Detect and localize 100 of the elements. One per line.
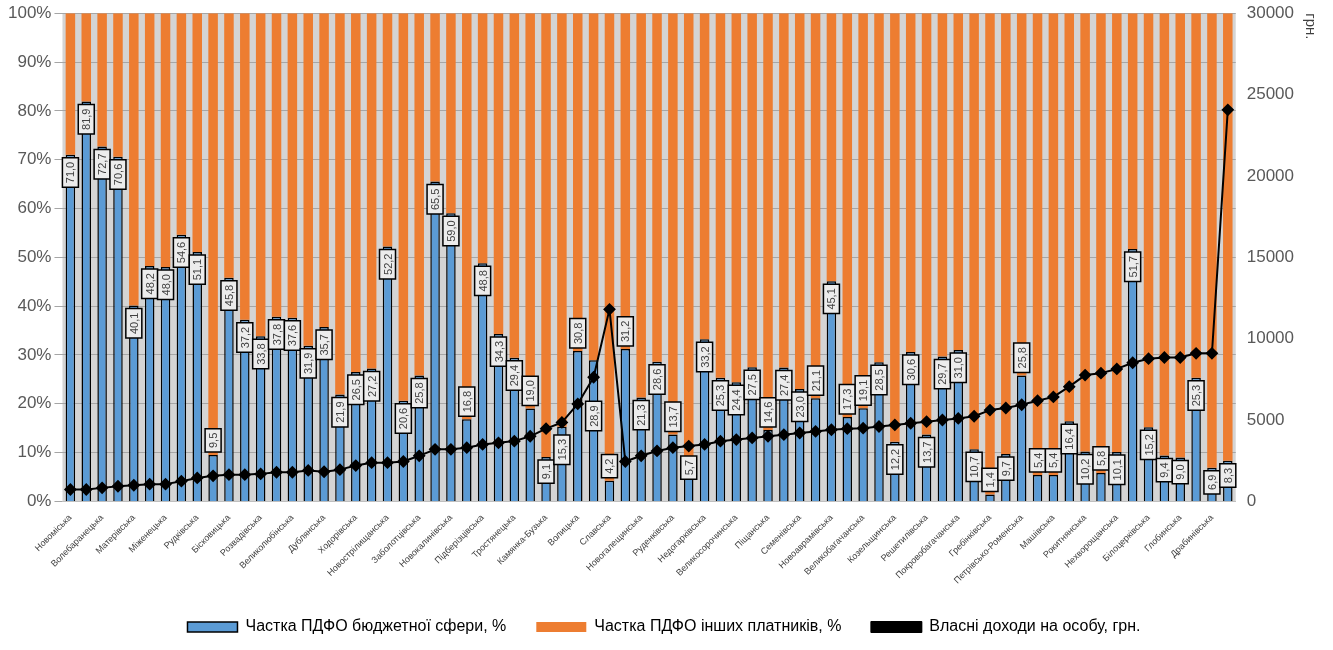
data-label: 28,6: [651, 368, 664, 391]
data-label: 4,2: [603, 458, 616, 474]
data-label: 35,7: [318, 334, 331, 356]
data-label: 40,1: [127, 312, 140, 335]
bar: [477, 13, 488, 264]
bar: [65, 13, 76, 155]
data-label: 10,7: [968, 456, 981, 478]
bar: [398, 13, 409, 401]
bar: [1143, 13, 1154, 428]
bar: [588, 13, 599, 361]
y-tick-label: 70%: [17, 149, 52, 169]
data-label: 21,3: [635, 404, 648, 426]
bar: [414, 13, 424, 376]
data-label: 15,3: [555, 438, 568, 461]
y2-tick-label: 20000: [1246, 165, 1295, 185]
bar: [905, 13, 916, 352]
data-label: 33,2: [698, 346, 711, 368]
bar: [969, 13, 979, 450]
data-label: 9,5: [207, 432, 220, 448]
data-label: 26,5: [349, 379, 362, 401]
y2-tick-label: 10000: [1246, 328, 1295, 348]
y-tick-label: 100%: [8, 2, 52, 22]
y2-tick-label: 15000: [1246, 246, 1295, 266]
bar: [826, 13, 837, 282]
data-label: 1,4: [984, 472, 997, 488]
bar: [1191, 13, 1201, 378]
bar: [255, 13, 266, 337]
bar: [890, 13, 900, 442]
bar: [462, 13, 472, 420]
legend-label: Частка ПДФО інших платників, %: [594, 617, 842, 635]
data-label: 9,1: [540, 463, 553, 480]
data-label: 31,0: [952, 357, 965, 379]
bar: [858, 13, 868, 409]
data-label: 5,7: [682, 459, 695, 476]
data-label: 65,5: [429, 188, 442, 211]
y2-tick-label: 5000: [1246, 409, 1285, 429]
y2-tick-label: 25000: [1246, 84, 1295, 104]
bar: [176, 13, 187, 235]
bar: [1096, 13, 1106, 474]
data-label: 48,2: [143, 273, 156, 295]
bar: [446, 13, 456, 214]
data-label: 9,7: [999, 461, 1012, 477]
bar: [985, 13, 995, 495]
y-tick-label: 80%: [17, 100, 52, 120]
bar: [541, 13, 551, 457]
bar: [240, 13, 250, 320]
bar: [192, 13, 202, 252]
bar: [1207, 13, 1217, 468]
data-label: 16,4: [1063, 428, 1076, 450]
bar: [937, 13, 948, 357]
data-label: 13,7: [920, 441, 933, 463]
data-label: 16,8: [460, 390, 473, 413]
bar: [335, 13, 345, 395]
data-label: 19,1: [857, 379, 870, 402]
data-label: 25,3: [714, 384, 727, 407]
bar: [1127, 13, 1138, 249]
data-label: 51,7: [1126, 255, 1139, 278]
bar: [652, 13, 662, 362]
data-label: 52,2: [381, 253, 394, 275]
data-label: 25,8: [1015, 347, 1028, 369]
y2-tick-label: 0: [1246, 491, 1257, 511]
y-tick-label: 50%: [17, 246, 52, 266]
data-label: 37,2: [238, 326, 251, 349]
data-label: 19,0: [524, 380, 537, 402]
data-label: 20,6: [397, 407, 410, 430]
data-label: 15,2: [1142, 434, 1155, 456]
data-label: 54,6: [175, 241, 188, 264]
data-label: 28,9: [587, 405, 600, 427]
bar: [557, 13, 567, 427]
data-label: 27,5: [746, 374, 759, 396]
data-label: 71,0: [64, 161, 77, 184]
bar: [97, 13, 107, 147]
bar: [1223, 13, 1233, 461]
y-tick-label: 60%: [17, 198, 52, 218]
data-label: 25,3: [1190, 384, 1203, 407]
data-label: 45,1: [825, 288, 838, 310]
data-label: 27,2: [365, 375, 378, 398]
data-label: 48,8: [476, 270, 489, 292]
bar: [113, 13, 123, 157]
data-label: 31,9: [302, 352, 315, 375]
bar: [430, 13, 440, 182]
data-label: 6,9: [1205, 474, 1218, 490]
bar: [1080, 13, 1090, 452]
legend-label: Власні доходи на особу, грн.: [929, 617, 1141, 635]
bar: [731, 13, 742, 383]
data-label: 59,0: [444, 220, 457, 242]
bar: [493, 13, 504, 334]
bar: [525, 13, 535, 409]
bar: [779, 13, 789, 368]
data-label: 9,0: [1174, 464, 1187, 480]
data-label: 34,3: [492, 340, 505, 363]
legend-label: Частка ПДФО бюджетної сфери, %: [245, 617, 507, 635]
bar: [636, 13, 646, 398]
bar: [382, 13, 393, 247]
y-tick-label: 30%: [17, 344, 52, 364]
bar: [366, 13, 377, 369]
data-label: 28,5: [873, 369, 886, 391]
bar: [715, 13, 726, 378]
data-label: 37,6: [286, 324, 299, 347]
data-label: 81,9: [80, 108, 93, 130]
